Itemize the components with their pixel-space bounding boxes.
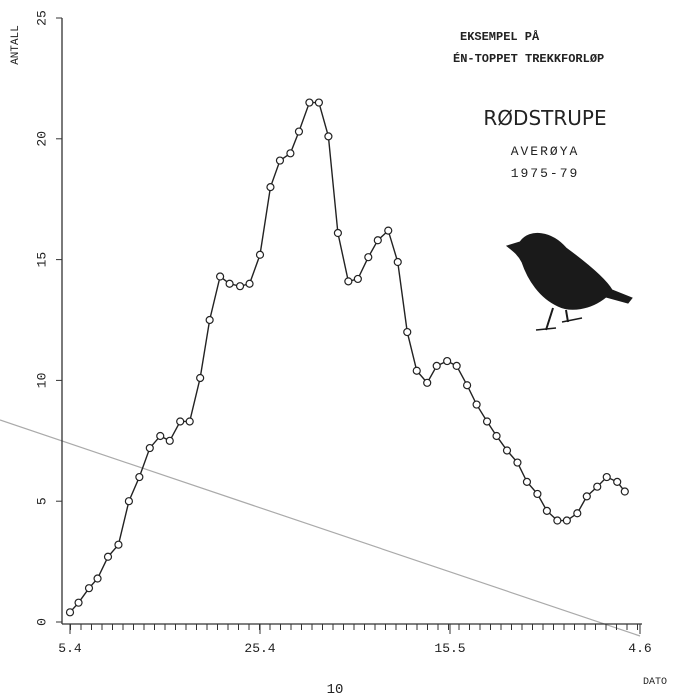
data-point	[423, 378, 432, 387]
y-tick-label: 20	[34, 131, 49, 147]
data-point	[185, 417, 194, 426]
data-point	[84, 584, 94, 593]
data-point	[482, 417, 492, 426]
data-point	[156, 431, 165, 441]
data-point	[324, 132, 333, 141]
data-point	[344, 277, 353, 286]
x-tick-label: 25.4	[244, 641, 275, 656]
data-point	[533, 489, 542, 499]
data-point	[333, 228, 342, 238]
data-point	[294, 127, 304, 136]
y-tick-label: 0	[34, 618, 49, 626]
data-point	[463, 381, 472, 390]
data-point	[472, 400, 481, 409]
data-point	[196, 373, 205, 383]
data-point	[553, 516, 562, 525]
data-point	[602, 472, 611, 482]
data-point	[176, 417, 185, 426]
x-tick-label: 15.5	[434, 641, 465, 656]
y-tick-label: 25	[34, 10, 49, 26]
data-point	[513, 458, 522, 467]
annotation: ÉN-TOPPET TREKKFORLØP	[453, 51, 604, 66]
data-point	[593, 482, 602, 491]
data-point	[266, 183, 275, 192]
data-point	[275, 156, 285, 165]
y-tick-label: 5	[34, 497, 49, 505]
data-point	[432, 361, 441, 371]
chart-title: RØDSTRUPE	[483, 106, 606, 130]
data-point	[373, 236, 382, 245]
subtitle: AVERØYA	[511, 144, 580, 159]
data-point	[502, 446, 512, 455]
data-point	[255, 250, 265, 259]
period: 1975-79	[511, 166, 580, 181]
data-point	[114, 540, 123, 549]
data-point	[364, 253, 373, 262]
data-point	[235, 282, 245, 291]
data-point	[522, 477, 532, 486]
data-point	[205, 315, 214, 325]
data-point	[314, 98, 323, 107]
data-point	[582, 492, 591, 501]
data-point	[620, 487, 629, 496]
bird	[505, 233, 633, 331]
data-point	[452, 361, 461, 371]
y-tick-label: 10	[34, 373, 49, 389]
data-point	[353, 274, 362, 284]
x-tick-label: 5.4	[58, 641, 82, 656]
data-point	[165, 436, 174, 445]
data-point	[403, 327, 412, 337]
data-point	[93, 574, 102, 583]
data-point	[443, 356, 452, 366]
data-point	[384, 226, 393, 235]
data-point	[65, 608, 75, 617]
data-point	[305, 98, 314, 107]
data-point	[562, 516, 571, 525]
data-point	[412, 366, 421, 375]
data-point	[145, 443, 154, 453]
data-point	[225, 279, 234, 288]
data-point	[135, 472, 144, 482]
scan-line	[0, 419, 641, 637]
x-tick-label: 4.6	[628, 641, 651, 656]
annotation: EKSEMPEL PÅ	[460, 29, 540, 44]
data-point	[613, 477, 622, 486]
data-point	[542, 506, 552, 515]
x-label: DATO	[643, 677, 667, 688]
data-point	[573, 509, 582, 518]
data-point	[103, 552, 113, 561]
data-point	[245, 279, 254, 288]
data-point	[124, 497, 133, 506]
data-point	[393, 257, 402, 267]
data-point	[216, 272, 225, 281]
data-point	[74, 598, 83, 607]
y-tick-label: 15	[34, 252, 49, 268]
data-point	[286, 149, 295, 158]
page-number: 10	[327, 682, 344, 695]
y-label: ANTALL	[10, 25, 22, 65]
data-point	[492, 431, 501, 441]
